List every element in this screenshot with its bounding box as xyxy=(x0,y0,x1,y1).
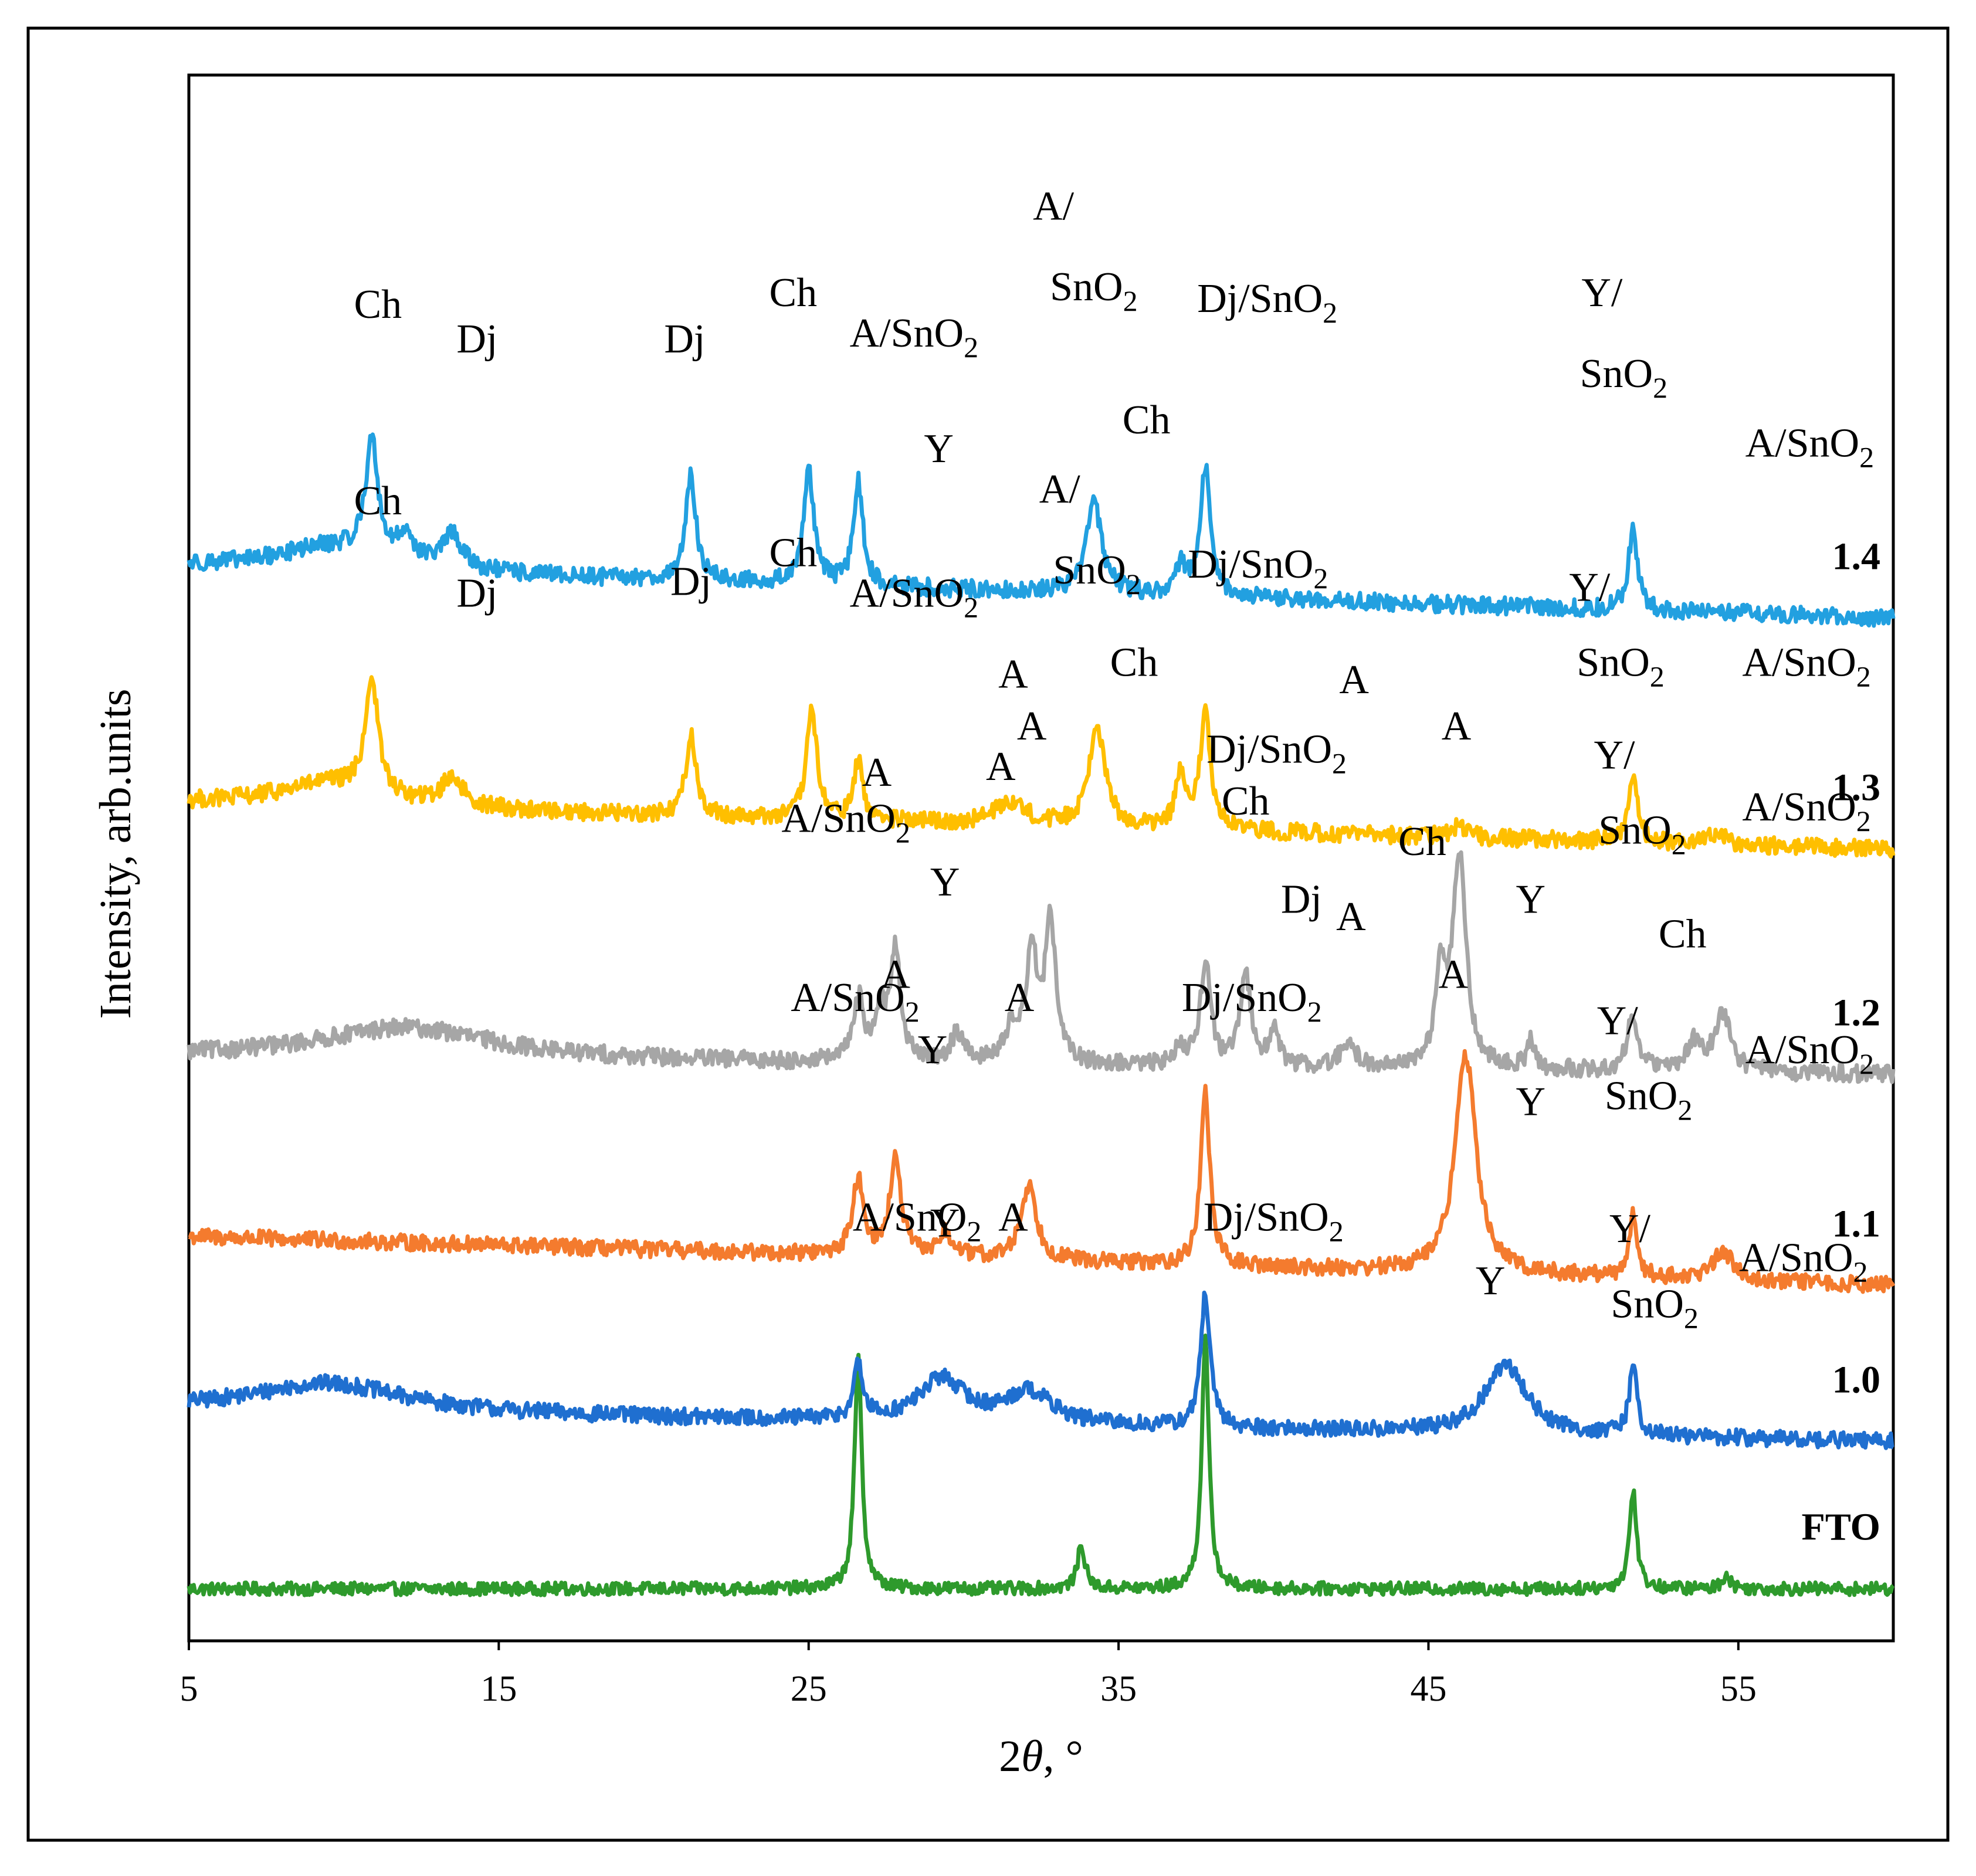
peak-label: Dj/SnO2 xyxy=(1188,542,1328,595)
peak-label: A xyxy=(1005,975,1035,1020)
peak-label: A xyxy=(862,750,892,795)
peak-label: A xyxy=(1017,704,1047,749)
x-axis-title: 2θ, ° xyxy=(999,1732,1083,1781)
peak-label: A xyxy=(998,652,1028,697)
peak-label: A/SnO2 xyxy=(1739,1235,1867,1288)
peak-label: SnO2 xyxy=(1580,351,1667,404)
peak-label: SnO2 xyxy=(1577,640,1664,693)
peak-label: A/SnO2 xyxy=(1745,1027,1874,1080)
y-axis-title: Intensity, arb.units xyxy=(91,689,140,1019)
series-label-1-4: 1.4 xyxy=(1832,535,1881,578)
x-tick-label: 5 xyxy=(180,1669,198,1709)
x-axis-ticks: 5 15 25 35 45 55 xyxy=(180,1641,1757,1709)
peak-label: Y/ xyxy=(1597,998,1639,1043)
peak-label: Y xyxy=(1516,1079,1546,1124)
peak-label: A/SnO2 xyxy=(1742,785,1870,837)
peak-label: A/SnO2 xyxy=(850,311,978,364)
peak-label: SnO2 xyxy=(1053,548,1140,601)
peak-label: A/ xyxy=(1039,467,1081,512)
peak-label: Ch xyxy=(769,530,817,575)
peak-label: Ch xyxy=(1659,912,1707,957)
peak-label: Ch xyxy=(354,282,402,327)
series-label-fto: FTO xyxy=(1802,1506,1880,1549)
peak-label: A xyxy=(998,1195,1028,1240)
peak-label: Dj xyxy=(1281,877,1322,922)
plot-area xyxy=(187,73,1895,1643)
x-tick-label: 25 xyxy=(791,1669,827,1709)
series-line-1-0 xyxy=(187,1290,1894,1450)
series-line-1-1 xyxy=(188,1049,1896,1294)
peak-label: Ch xyxy=(769,270,817,316)
peak-label: A/ xyxy=(1033,184,1075,229)
peak-label: A xyxy=(880,952,910,998)
peak-label: Y/ xyxy=(1594,732,1635,778)
series-line-1-3 xyxy=(187,675,1896,859)
peak-label: A xyxy=(1336,894,1366,939)
peak-label: Ch xyxy=(1123,398,1171,443)
peak-label: SnO2 xyxy=(1050,264,1137,317)
peak-label: Y xyxy=(918,1027,948,1073)
x-tick-label: 45 xyxy=(1410,1669,1446,1709)
x-tick-label: 55 xyxy=(1720,1669,1757,1709)
peak-label: Dj xyxy=(456,571,497,616)
peak-label: SnO2 xyxy=(1598,808,1686,860)
series-label-1-2: 1.2 xyxy=(1832,992,1881,1034)
peak-label: Dj xyxy=(456,317,497,362)
peak-label: Ch xyxy=(1398,819,1446,864)
peak-label: SnO2 xyxy=(1611,1281,1698,1334)
peak-label: A/SnO2 xyxy=(853,1195,981,1247)
x-tick-label: 15 xyxy=(480,1669,517,1709)
peak-label: Y xyxy=(1476,1258,1506,1304)
series-label-1-0: 1.0 xyxy=(1832,1358,1881,1401)
peak-label: Y xyxy=(930,860,960,905)
peak-label: Ch xyxy=(1222,779,1270,824)
peak-label: A/SnO2 xyxy=(1745,420,1874,473)
peak-label: A xyxy=(1438,952,1468,998)
peak-label: Y xyxy=(930,1200,960,1246)
x-axis-title-theta: θ xyxy=(1021,1732,1043,1781)
peak-label: Dj xyxy=(664,317,705,362)
peak-label: Ch xyxy=(1110,640,1158,686)
series-line-1-2 xyxy=(187,850,1896,1084)
x-axis-title-prefix: 2 xyxy=(999,1732,1021,1781)
series-line-1-4 xyxy=(187,432,1896,628)
series-label-1-1: 1.1 xyxy=(1832,1202,1881,1245)
peak-label: Dj/SnO2 xyxy=(1206,727,1347,779)
peak-label: Dj/SnO2 xyxy=(1204,1195,1344,1247)
peak-label: A/SnO2 xyxy=(850,571,978,623)
peak-label: Y xyxy=(924,426,954,471)
peak-label: A/SnO2 xyxy=(791,975,919,1028)
peak-label: Y/ xyxy=(1581,270,1623,316)
peak-label: Dj/SnO2 xyxy=(1182,975,1322,1028)
peak-label: A xyxy=(1442,704,1472,749)
series-label-1-3: 1.3 xyxy=(1832,766,1881,809)
peak-label: Ch xyxy=(354,479,402,524)
peak-label: Y/ xyxy=(1569,565,1611,610)
series-layer: FTO 1.0 1.1 1.2 1.3 1.4 xyxy=(187,432,1896,1597)
peak-label: A xyxy=(986,744,1016,789)
peak-label: Dj/SnO2 xyxy=(1197,276,1337,329)
peak-label: Y/ xyxy=(1609,1206,1651,1251)
x-tick-label: 35 xyxy=(1100,1669,1137,1709)
peak-label: A/SnO2 xyxy=(1742,640,1870,693)
series-line-fto xyxy=(187,1334,1895,1597)
peak-label: SnO2 xyxy=(1605,1074,1692,1127)
peak-label: A/SnO2 xyxy=(781,796,910,849)
peak-label: A xyxy=(1339,657,1369,703)
peak-label: Y xyxy=(1516,877,1546,922)
x-axis-title-suffix: , ° xyxy=(1043,1732,1083,1781)
peak-label: Dj xyxy=(670,559,711,605)
